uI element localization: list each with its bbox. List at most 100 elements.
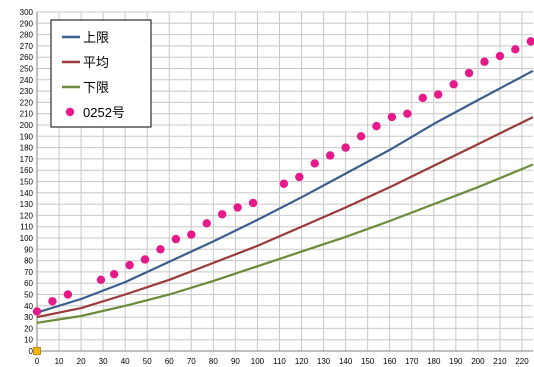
y-tick-label: 100 bbox=[20, 234, 34, 243]
data-point-0252 bbox=[125, 260, 134, 270]
data-point-0252 bbox=[156, 245, 165, 254]
data-point-0252 bbox=[63, 290, 73, 299]
y-tick-label: 260 bbox=[20, 53, 34, 62]
x-tick-label: 200 bbox=[471, 357, 485, 366]
data-point-0252 bbox=[48, 297, 57, 306]
x-tick-label: 100 bbox=[251, 357, 265, 366]
origin-marker-group bbox=[33, 347, 41, 355]
x-tick-label: 140 bbox=[339, 357, 353, 366]
data-point-0252 bbox=[32, 307, 42, 316]
series-lines bbox=[36, 69, 534, 324]
x-tick-label: 190 bbox=[449, 357, 463, 366]
y-tick-label: 140 bbox=[20, 189, 34, 198]
y-tick-label: 280 bbox=[20, 31, 34, 40]
data-point-0252 bbox=[109, 269, 119, 279]
y-tick-label: 210 bbox=[20, 110, 34, 119]
data-point-0252 bbox=[356, 132, 366, 141]
data-point-0252 bbox=[202, 219, 211, 228]
legend-label-0252: 0252号 bbox=[83, 105, 125, 120]
x-tick-label: 10 bbox=[55, 357, 64, 366]
x-tick-label: 130 bbox=[317, 357, 331, 366]
x-tick-label: 220 bbox=[515, 357, 529, 366]
data-point-0252 bbox=[526, 37, 534, 46]
y-tick-label: 300 bbox=[20, 8, 34, 17]
data-point-0252 bbox=[140, 255, 150, 264]
data-point-0252 bbox=[434, 90, 443, 99]
data-point-0252 bbox=[418, 93, 427, 103]
y-tick-label: 270 bbox=[20, 42, 34, 51]
y-tick-label: 0 bbox=[29, 347, 34, 356]
series-points bbox=[32, 37, 534, 316]
data-point-0252 bbox=[511, 45, 520, 54]
series-line-average bbox=[36, 116, 534, 319]
data-point-0252 bbox=[372, 121, 381, 131]
data-point-0252 bbox=[233, 203, 242, 212]
x-tick-label: 70 bbox=[187, 357, 196, 366]
legend: 上限 平均 下限 0252号 bbox=[50, 19, 152, 128]
legend-swatch-0252 bbox=[65, 107, 75, 117]
series-line-upper bbox=[36, 69, 534, 314]
x-tick-label: 20 bbox=[77, 357, 86, 366]
x-tick-label: 40 bbox=[121, 357, 130, 366]
x-tick-label: 150 bbox=[361, 357, 375, 366]
x-tick-label: 210 bbox=[493, 357, 507, 366]
x-tick-label: 80 bbox=[209, 357, 218, 366]
data-point-0252 bbox=[171, 234, 181, 244]
y-tick-label: 30 bbox=[24, 313, 33, 322]
y-tick-label: 170 bbox=[20, 155, 34, 164]
y-axis: 0 10 20 30 40 50 60 70 80 90 100 110 120 130 140 150 160… bbox=[20, 8, 38, 356]
y-tick-label: 10 bbox=[24, 336, 33, 345]
data-point-0252 bbox=[403, 109, 412, 118]
x-tick-label: 170 bbox=[405, 357, 419, 366]
legend-label-lower: 下限 bbox=[83, 80, 109, 95]
data-point-0252 bbox=[341, 143, 350, 152]
data-point-0252 bbox=[248, 198, 258, 208]
x-tick-label: 0 bbox=[35, 357, 40, 366]
data-point-0252 bbox=[480, 57, 489, 66]
y-tick-label: 130 bbox=[20, 200, 34, 209]
x-tick-label: 120 bbox=[295, 357, 309, 366]
y-tick-label: 110 bbox=[20, 223, 33, 232]
y-tick-label: 80 bbox=[24, 257, 33, 266]
data-point-0252 bbox=[217, 210, 227, 219]
x-tick-label: 50 bbox=[143, 357, 152, 366]
data-point-0252 bbox=[96, 275, 106, 285]
y-tick-label: 90 bbox=[24, 245, 33, 254]
legend-label-upper: 上限 bbox=[83, 30, 109, 45]
y-tick-label: 290 bbox=[20, 19, 34, 28]
y-tick-label: 50 bbox=[24, 291, 33, 300]
x-tick-label: 30 bbox=[99, 357, 108, 366]
data-point-0252 bbox=[495, 51, 505, 61]
y-tick-label: 250 bbox=[20, 65, 34, 74]
data-point-0252 bbox=[295, 172, 304, 182]
y-tick-label: 20 bbox=[24, 324, 33, 333]
legend-label-average: 平均 bbox=[83, 55, 109, 70]
y-tick-label: 150 bbox=[20, 178, 34, 187]
y-tick-label: 160 bbox=[20, 166, 34, 175]
data-point-0252 bbox=[279, 179, 289, 188]
y-tick-label: 180 bbox=[20, 144, 34, 153]
y-tick-label: 40 bbox=[24, 302, 33, 311]
y-tick-label: 220 bbox=[20, 98, 34, 107]
x-tick-label: 60 bbox=[165, 357, 174, 366]
x-axis: 0 10 20 30 40 50 60 70 80 90 100 110 120 130 140 150 160… bbox=[35, 350, 533, 366]
data-point-0252 bbox=[325, 151, 335, 160]
data-point-0252 bbox=[464, 68, 474, 78]
x-tick-label: 160 bbox=[383, 357, 397, 366]
data-point-0252 bbox=[387, 112, 397, 122]
y-tick-label: 70 bbox=[24, 268, 33, 277]
x-tick-label: 110 bbox=[273, 357, 286, 366]
x-tick-label: 90 bbox=[231, 357, 240, 366]
y-tick-label: 120 bbox=[20, 211, 34, 220]
data-point-0252 bbox=[449, 80, 458, 89]
y-tick-label: 240 bbox=[20, 76, 34, 85]
series-line-lower bbox=[36, 163, 534, 324]
y-tick-label: 200 bbox=[20, 121, 34, 130]
data-point-0252 bbox=[187, 230, 196, 239]
y-tick-label: 190 bbox=[20, 132, 34, 141]
y-tick-label: 230 bbox=[20, 87, 34, 96]
origin-marker bbox=[33, 347, 41, 355]
x-tick-label: 180 bbox=[427, 357, 441, 366]
data-point-0252 bbox=[310, 159, 319, 168]
